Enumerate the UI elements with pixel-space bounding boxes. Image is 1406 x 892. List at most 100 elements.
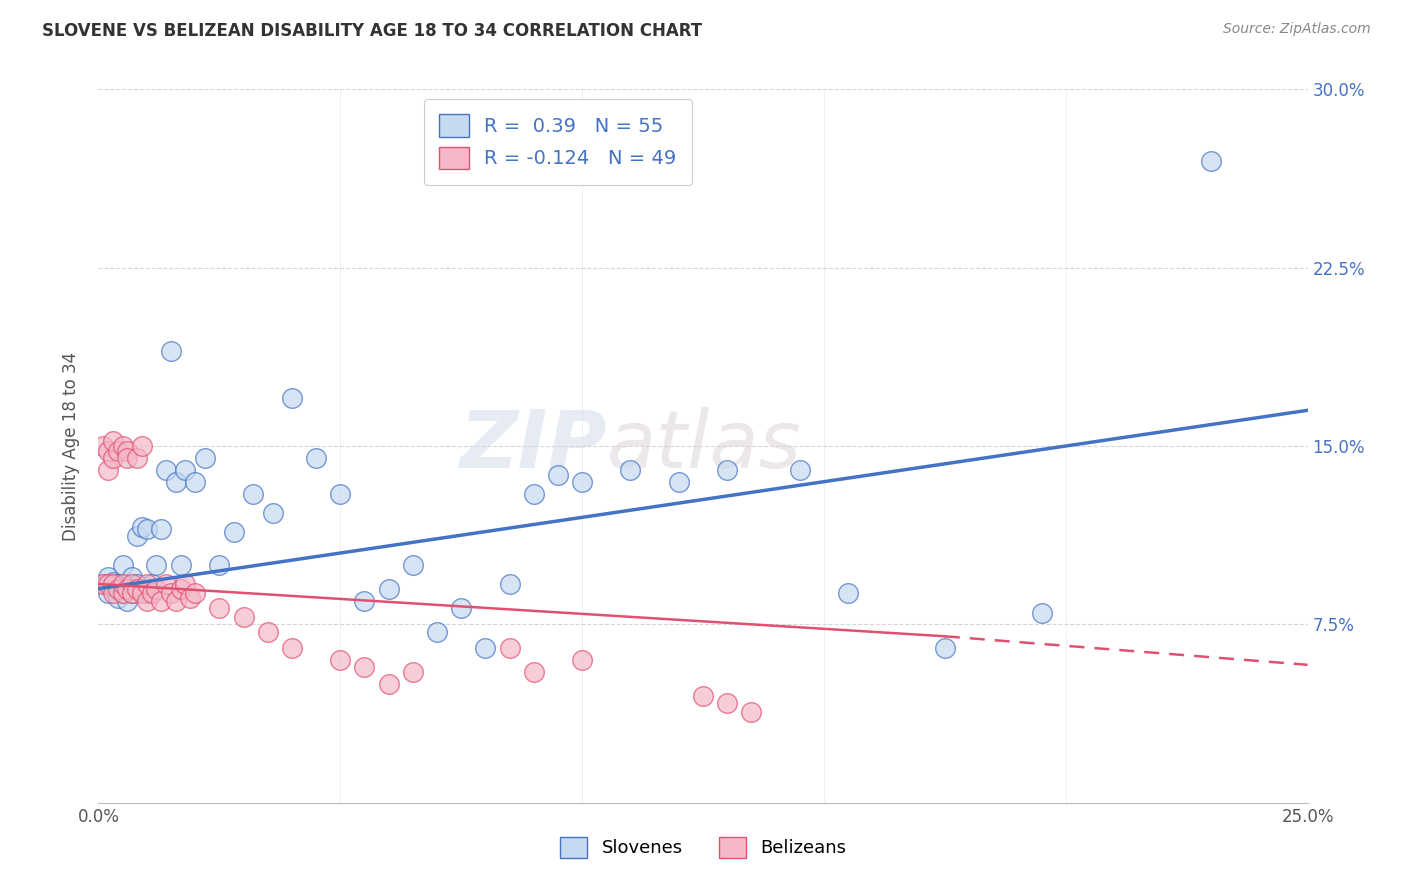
Point [165, 475, 187, 489]
Point [91, 439, 114, 453]
Point [160, 586, 183, 600]
Point [329, 653, 352, 667]
Point [135, 522, 157, 536]
Point [281, 641, 304, 656]
Point [117, 577, 139, 591]
Point [498, 577, 520, 591]
Point [135, 586, 157, 600]
Point [121, 586, 143, 600]
Text: Source: ZipAtlas.com: Source: ZipAtlas.com [1223, 22, 1371, 37]
Point [101, 582, 124, 596]
Point [426, 624, 449, 639]
Point [97, 443, 120, 458]
Text: atlas: atlas [606, 407, 801, 485]
Point [353, 593, 375, 607]
Point [117, 593, 139, 607]
Point [155, 577, 177, 591]
Point [101, 434, 124, 449]
Point [135, 593, 157, 607]
Point [121, 586, 143, 600]
Point [121, 582, 143, 596]
Point [111, 586, 134, 600]
Point [377, 582, 399, 596]
Point [117, 582, 139, 596]
Point [305, 450, 328, 465]
Point [141, 586, 163, 600]
Point [523, 665, 546, 679]
Point [619, 463, 641, 477]
Point [145, 582, 167, 596]
Point [716, 463, 738, 477]
Point [329, 486, 352, 500]
Point [498, 641, 520, 656]
Point [174, 577, 197, 591]
Point [184, 475, 207, 489]
Point [101, 586, 124, 600]
Point [1031, 606, 1053, 620]
Point [131, 582, 153, 596]
Point [281, 392, 304, 406]
Point [740, 706, 762, 720]
Point [127, 582, 149, 596]
Point [169, 558, 191, 572]
Point [107, 443, 129, 458]
Point [145, 558, 167, 572]
Legend: Slovenes, Belizeans: Slovenes, Belizeans [553, 830, 853, 865]
Point [97, 577, 120, 591]
Point [716, 696, 738, 710]
Point [101, 577, 124, 591]
Point [97, 570, 120, 584]
Point [547, 467, 569, 482]
Point [91, 577, 114, 591]
Point [789, 463, 811, 477]
Point [97, 463, 120, 477]
Point [450, 600, 472, 615]
Point [668, 475, 690, 489]
Point [127, 529, 149, 543]
Point [692, 689, 714, 703]
Point [150, 522, 173, 536]
Point [155, 463, 177, 477]
Point [97, 586, 120, 600]
Text: SLOVENE VS BELIZEAN DISABILITY AGE 18 TO 34 CORRELATION CHART: SLOVENE VS BELIZEAN DISABILITY AGE 18 TO… [42, 22, 703, 40]
Point [262, 506, 284, 520]
Point [402, 558, 425, 572]
Point [127, 450, 149, 465]
Point [91, 577, 114, 591]
Point [934, 641, 956, 656]
Point [121, 570, 143, 584]
Point [131, 520, 153, 534]
Point [141, 577, 163, 591]
Point [184, 586, 207, 600]
Point [523, 486, 546, 500]
Point [127, 577, 149, 591]
Point [117, 443, 139, 458]
Point [111, 439, 134, 453]
Point [150, 593, 173, 607]
Point [101, 574, 124, 589]
Point [179, 591, 201, 606]
Point [160, 343, 183, 358]
Point [107, 582, 129, 596]
Point [117, 450, 139, 465]
Point [174, 463, 197, 477]
Point [107, 591, 129, 606]
Point [837, 586, 859, 600]
Point [135, 577, 157, 591]
Point [571, 475, 593, 489]
Point [242, 486, 264, 500]
Point [169, 582, 191, 596]
Point [121, 577, 143, 591]
Point [208, 558, 231, 572]
Point [402, 665, 425, 679]
Point [107, 577, 129, 591]
Point [131, 586, 153, 600]
Point [474, 641, 496, 656]
Point [194, 450, 217, 465]
Point [111, 577, 134, 591]
Text: ZIP: ZIP [458, 407, 606, 485]
Point [165, 593, 187, 607]
Point [1199, 153, 1222, 168]
Point [222, 524, 245, 539]
Y-axis label: Disability Age 18 to 34: Disability Age 18 to 34 [62, 351, 80, 541]
